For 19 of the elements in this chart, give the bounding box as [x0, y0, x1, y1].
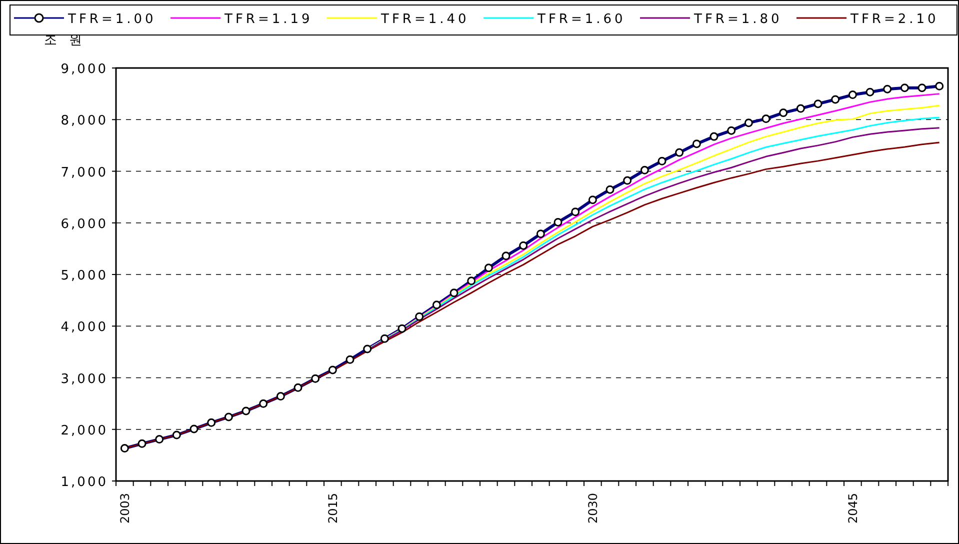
legend-label: TFR=1.00 — [67, 12, 156, 27]
x-tick-label: 2045 — [846, 493, 860, 524]
x-tick-label: 2015 — [326, 493, 340, 524]
legend-label: TFR=2.10 — [850, 12, 939, 27]
y-tick-label: 3,000 — [60, 372, 108, 387]
y-tick-label: 6,000 — [60, 216, 108, 232]
legend-label: TFR=1.60 — [536, 12, 626, 27]
x-tick-label: 2030 — [586, 493, 600, 524]
y-tick-label: 2,000 — [60, 423, 108, 438]
y-tick-label: 5,000 — [60, 268, 108, 284]
y-tick-label: 8,000 — [60, 114, 108, 129]
legend-label: TFR=1.80 — [693, 12, 782, 27]
legend-label: TFR=1.19 — [224, 12, 313, 27]
legend-label: TFR=1.40 — [380, 12, 470, 27]
y-tick-label: 9,000 — [60, 62, 108, 77]
y-tick-label: 4,000 — [60, 320, 108, 336]
y-tick-label: 1,000 — [60, 475, 108, 490]
x-tick-label: 2003 — [118, 493, 132, 524]
y-tick-label: 7,000 — [60, 165, 108, 180]
